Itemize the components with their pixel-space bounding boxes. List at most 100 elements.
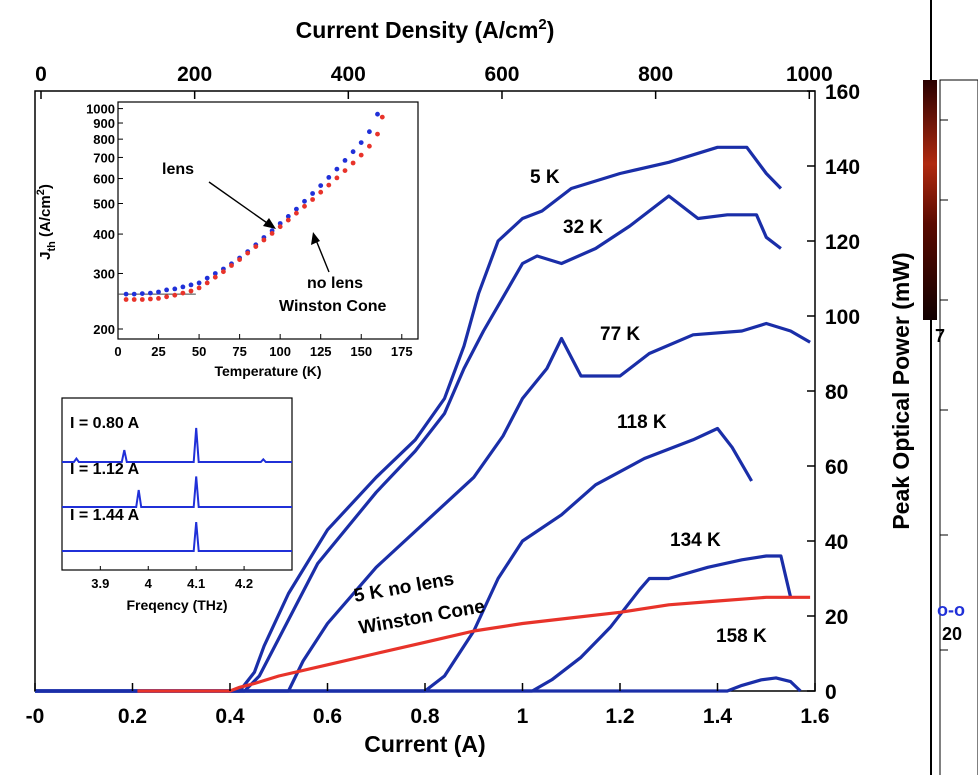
inset-y-tick-label: 900 [93, 116, 115, 131]
arrow-lens-head [263, 218, 276, 229]
main-curves [35, 145, 811, 693]
inset-y-tick-label: 500 [93, 197, 115, 212]
inset-point-1 [212, 274, 218, 280]
inset-point-0 [302, 198, 307, 204]
inset-point-0 [326, 175, 332, 180]
inset-x-tick-label: 75 [232, 344, 246, 359]
spectrum-line-0 [62, 427, 292, 463]
inset-point-1 [164, 294, 170, 300]
inset-point-1 [285, 217, 291, 223]
y-axis-ticks: 0 20 40 60 80 100 120 140 160 [807, 81, 860, 704]
arrow-no-lens [315, 239, 330, 273]
inset-point-1 [310, 197, 315, 202]
inset-spectra-frame [61, 397, 293, 571]
side-colorbar-label: 7 [935, 326, 945, 346]
inset-point-0 [156, 289, 161, 295]
spectra-x-tick-label: 3.9 [91, 576, 109, 591]
inset-point-0 [196, 280, 202, 286]
x-tick-label: 1.2 [605, 705, 634, 728]
inset-point-0 [148, 290, 153, 296]
label-118k: 118 K [617, 412, 667, 433]
y-axis-label: Peak Optical Power (mW) [888, 252, 914, 529]
inset-point-1 [156, 296, 161, 301]
inset-point-1 [261, 237, 267, 243]
y-tick-label: 160 [825, 81, 860, 104]
inset-point-1 [350, 160, 356, 166]
label-77k: 77 K [600, 324, 640, 345]
top-tick-label: 200 [177, 63, 212, 86]
inset-spectra-xlabel: Freqency (THz) [126, 597, 227, 613]
inset-x-tick-label: 125 [310, 344, 332, 359]
x-axis-label: Current (A) [364, 731, 485, 757]
x-tick-label: 1 [517, 705, 529, 728]
y-tick-label: 140 [825, 156, 860, 179]
series-line-6 [137, 595, 811, 693]
side-plot-frame [939, 79, 978, 775]
inset-point-0 [123, 291, 129, 297]
label-5k: 5 K [530, 167, 560, 188]
label-32k: 32 K [563, 217, 603, 238]
inset-spectra-content: I = 0.80 A I = 1.12 A I = 1.44 A 3.9 4 4.1 4.2 [62, 415, 292, 591]
inset-point-1 [245, 250, 251, 256]
inset-point-0 [131, 291, 137, 297]
inset-x-tick-label: 25 [151, 344, 165, 359]
inset-point-0 [342, 158, 348, 163]
inset-label-lens: lens [162, 161, 194, 178]
inset-point-1 [302, 203, 307, 209]
inset-jth-ylabel: Jth (A/cm2) [35, 184, 58, 260]
inset-label-winston-cone: Winston Cone [279, 298, 387, 315]
inset-x-tick-label: 0 [114, 344, 121, 359]
inset-point-1 [237, 257, 243, 262]
inset-x-tick-label: 150 [350, 344, 372, 359]
series-line-4 [35, 554, 793, 693]
inset-point-1 [253, 244, 259, 250]
inset-y-tick-label: 600 [93, 172, 115, 187]
inset-point-1 [277, 224, 283, 230]
x-tick-label: 0.2 [118, 705, 147, 728]
inset-point-1 [375, 131, 380, 137]
inset-point-1 [172, 292, 178, 298]
spectrum-label: I = 1.12 A [70, 461, 140, 478]
y-tick-label: 60 [825, 456, 848, 479]
inset-point-0 [310, 191, 315, 196]
top-tick-label: 600 [484, 63, 519, 86]
inset-point-0 [375, 111, 380, 117]
x-tick-label: 0.6 [313, 705, 342, 728]
inset-point-1 [334, 175, 340, 181]
inset-y-tick-label: 200 [93, 322, 115, 337]
y-tick-label: 120 [825, 231, 860, 254]
inset-point-1 [269, 231, 275, 236]
x-tick-label: 0.8 [410, 705, 440, 728]
x-tick-label: 1.6 [800, 705, 829, 728]
inset-x-tick-label: 100 [269, 344, 291, 359]
inset-point-0 [358, 140, 364, 146]
inset-label-no-lens: no lens [307, 275, 363, 292]
inset-point-0 [180, 284, 186, 290]
inset-point-1 [342, 168, 348, 174]
inset-point-0 [172, 286, 178, 292]
inset-point-0 [139, 291, 145, 296]
inset-point-1 [196, 285, 202, 291]
inset-point-0 [350, 149, 356, 155]
inset-point-0 [367, 129, 372, 135]
spectrum-label: I = 0.80 A [70, 415, 140, 432]
inset-point-0 [294, 206, 299, 212]
side-marker: o-o [937, 600, 965, 620]
inset-point-1 [139, 297, 145, 302]
series-line-1 [35, 194, 782, 693]
inset-point-0 [285, 214, 291, 219]
arrow-no-lens-head [311, 232, 320, 245]
inset-point-0 [334, 166, 340, 172]
top-axis-ticks: 0 200 400 600 800 1000 [35, 63, 833, 99]
inset-point-1 [123, 297, 129, 302]
inset-point-1 [221, 269, 226, 275]
y-tick-label: 20 [825, 606, 848, 629]
x-tick-label: 0.4 [215, 705, 245, 728]
inset-point-1 [326, 182, 332, 188]
spectra-x-tick-label: 4.1 [187, 576, 205, 591]
inset-point-1 [367, 143, 372, 149]
inset-point-1 [229, 263, 234, 268]
inset-point-0 [164, 287, 170, 293]
inset-y-tick-label: 800 [93, 132, 115, 147]
